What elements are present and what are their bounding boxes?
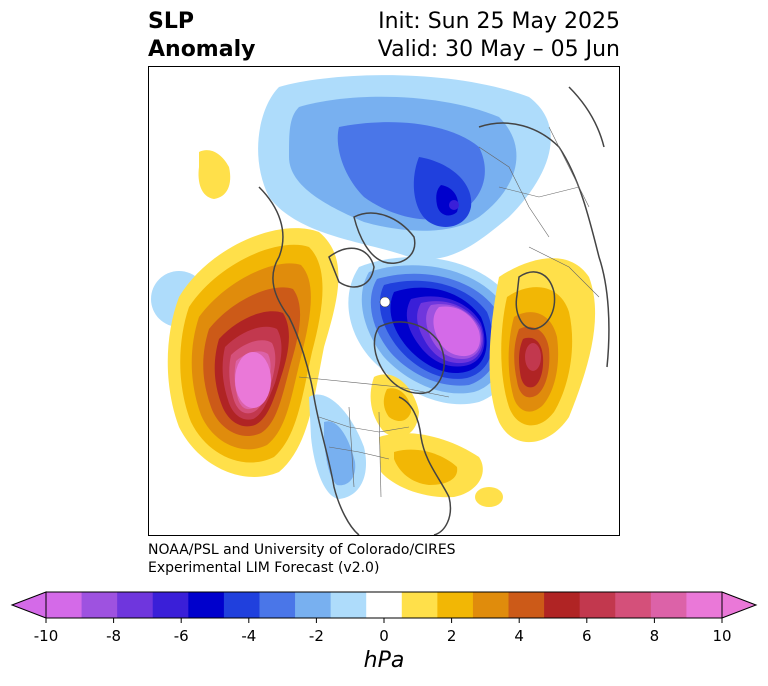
valid-range: Valid: 30 May – 05 Jun [377,37,620,62]
map-canvas [151,75,610,535]
init-date: Init: Sun 25 May 2025 [378,9,620,34]
colorbar-tick-label: -4 [241,627,257,645]
forecast-dates: Init: Sun 25 May 2025 Valid: 30 May – 05… [378,8,620,64]
colorbar-cell [579,592,616,618]
colorbar [10,591,758,623]
colorbar-cell [188,592,225,618]
colorbar-cell [437,592,474,618]
colorbar-cell [544,592,581,618]
colorbar-cell [152,592,189,618]
colorbar-cells [46,592,723,618]
colorbar-unit: hPa [363,648,405,673]
colorbar-cell [686,592,723,618]
colorbar-cell [650,592,687,618]
colorbar-tick-label: 0 [379,627,389,645]
colorbar-cell [366,592,403,618]
borders [298,126,600,498]
colorbar-tick-label: 4 [514,627,524,645]
map-title: SLP Anomaly [148,8,255,64]
colorbar-tick-label: -8 [106,627,122,645]
pole-marker [379,296,391,308]
coastlines [258,86,610,535]
arctic-negative-anomaly [258,75,551,260]
colorbar-cell [401,592,438,618]
colorbar-tick-label: -10 [33,627,59,645]
colorbar-cell [259,592,296,618]
colorbar-high-extension [721,591,758,619]
colorbar-tick-label: 6 [582,627,592,645]
western-europe-positive-anomaly [489,258,596,443]
colorbar-cell [46,592,83,618]
colorbar-tick-label: 8 [649,627,660,645]
colorbar-cell [117,592,154,618]
colorbar-cell [223,592,260,618]
colorbar-cell [330,592,367,618]
colorbar-low-extension [10,591,47,619]
colorbar-tick-label: -2 [308,627,324,645]
colorbar-tick-label: 10 [712,627,732,645]
colorbar-cell [472,592,510,618]
slp-anomaly-map [148,66,620,536]
colorbar-tick-label: -6 [173,627,189,645]
title-line-2: Anomaly [148,37,256,62]
credit-line-2: Experimental LIM Forecast (v2.0) [148,560,380,576]
colorbar-cell [508,592,545,618]
source-credit: NOAA/PSL and University of Colorado/CIRE… [148,541,456,577]
western-us-negative-strip [309,394,367,499]
credit-line-1: NOAA/PSL and University of Colorado/CIRE… [148,542,456,558]
colorbar-cell [295,592,332,618]
northeast-pacific-positive-anomaly [167,150,339,477]
colorbar-tick-label: 2 [446,627,457,645]
colorbar-ticks [45,618,723,623]
colorbar-cell [615,592,652,618]
title-line-1: SLP [148,9,194,34]
colorbar-cell [81,592,118,618]
